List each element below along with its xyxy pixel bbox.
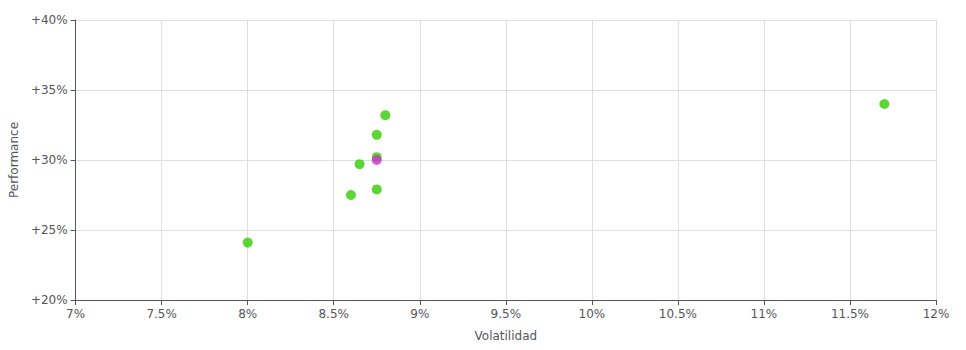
svg-text:10.5%: 10.5%: [659, 307, 697, 321]
svg-text:Volatilidad: Volatilidad: [475, 329, 538, 343]
svg-text:+40%: +40%: [31, 13, 68, 27]
svg-text:+25%: +25%: [31, 223, 68, 237]
svg-text:Performance: Performance: [7, 122, 21, 198]
svg-text:12%: 12%: [923, 307, 950, 321]
svg-text:8.5%: 8.5%: [318, 307, 349, 321]
svg-text:7%: 7%: [66, 307, 85, 321]
svg-text:+20%: +20%: [31, 293, 68, 307]
svg-text:+35%: +35%: [31, 83, 68, 97]
svg-text:+30%: +30%: [31, 153, 68, 167]
svg-text:9.5%: 9.5%: [491, 307, 522, 321]
svg-text:11%: 11%: [751, 307, 778, 321]
svg-text:11.5%: 11.5%: [831, 307, 869, 321]
svg-text:7.5%: 7.5%: [146, 307, 177, 321]
svg-text:10%: 10%: [579, 307, 606, 321]
svg-text:8%: 8%: [238, 307, 257, 321]
svg-text:9%: 9%: [410, 307, 429, 321]
